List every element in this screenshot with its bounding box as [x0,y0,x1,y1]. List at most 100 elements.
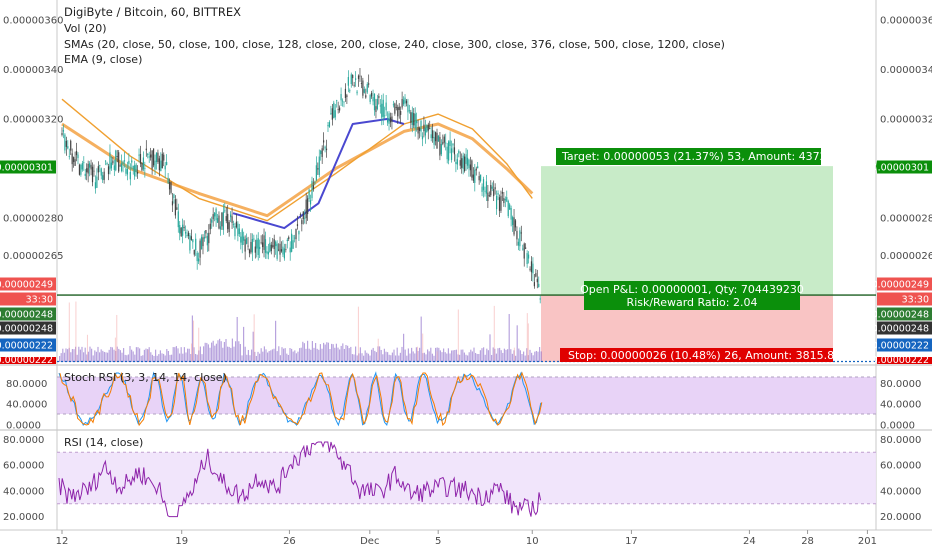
candle-body [161,153,163,169]
volume-bar [433,355,435,362]
volume-bar [137,347,139,362]
volume-bar [241,355,243,362]
rsi-panel[interactable] [57,441,876,518]
candle-body [96,176,98,188]
volume-bar [219,338,221,362]
volume-bar [481,348,483,362]
volume-bar [223,341,225,362]
volume-bar [281,347,283,362]
volume-bar [455,349,457,362]
candle-body [141,162,143,171]
candle-body [65,140,67,147]
candle-body [214,212,216,217]
volume-bar [73,349,75,362]
candle-body [148,156,150,158]
volume-bar [147,349,149,362]
target-zone[interactable] [541,166,833,296]
candle-body [397,107,399,117]
candle-body [158,158,160,171]
candle-body [103,171,105,180]
symbol-title[interactable]: DigiByte / Bitcoin, 60, BITTREX [64,5,241,19]
price-tag [877,357,932,364]
volume-bar [247,349,249,362]
volume-bar [387,352,389,362]
volume-bar [327,342,329,362]
candle-body [384,115,386,117]
candle-body [110,162,113,169]
volume-bar [379,346,381,362]
volume-bar [70,352,72,362]
candle-body [166,162,168,166]
price-axis-left[interactable]: 0.00000360 0.00000340 0.00000320 0.00000280… [3,15,63,523]
candle-body [240,236,242,243]
rsi-tick-label: 60.0000 [3,461,44,472]
volume-bar [271,349,273,362]
volume-bar [515,355,517,362]
candle-body [302,211,304,220]
candle-body [430,134,432,139]
volume-bar [270,350,272,362]
volume-bar [460,349,462,362]
stop-box[interactable]: Stop: 0.00000026 (10.48%) 26, Amount: 38… [560,348,841,362]
candle-body [318,156,320,175]
candle-body [433,136,435,145]
price-axis-right[interactable]: 0.00000360 0.00000340 0.00000320 0.00000280… [880,15,932,523]
candle-body [511,217,514,225]
price-tick-label: 0.00000280 [880,214,932,225]
candle-body [80,164,82,175]
volume-bar [212,340,214,362]
time-tick-label: 201 [858,536,877,547]
volume-bar [179,353,181,362]
stoch-rsi-label[interactable]: Stoch RSI (3, 3, 14, 14, close) [64,371,227,384]
legend-smas[interactable]: SMAs (20, close, 50, close, 100, close, … [64,38,725,51]
volume-bar [505,349,507,362]
rsi-label[interactable]: RSI (14, close) [64,436,143,449]
volume-bar [180,347,182,362]
legend-vol[interactable]: Vol (20) [64,22,107,35]
candle-body [285,249,287,251]
volume-bar [65,348,67,362]
volume-bar [409,353,411,362]
candle-body [269,242,271,253]
candle-body [437,135,440,142]
candle-body [270,244,272,252]
price-tag [877,160,932,174]
pnl-box[interactable]: Open P&L: 0.00000001, Qty: 704439230 Ris… [580,281,804,310]
candle-body [525,247,527,249]
volume-bar [71,349,73,362]
volume-bar [519,350,521,362]
target-box[interactable]: Target: 0.00000053 (21.37%) 53, Amount: … [556,148,844,165]
volume-bar [94,350,96,362]
volume-bar [81,346,83,362]
volume-bar [99,352,101,362]
candle-body [373,93,376,111]
volume-bar [187,348,189,362]
volume-bar [132,351,134,362]
price-tag-label: 0.00000222 [872,341,929,352]
volume-bar [260,348,262,362]
time-axis[interactable]: 12 19 26 Dec 5 10 17 24 28 201 [56,530,877,547]
candle-body [272,245,274,247]
volume-bar [292,351,294,362]
candle-body [500,195,502,211]
candle-body [266,251,268,254]
candle-body [340,94,342,101]
price-tag-label: 0.00000222 [0,355,53,366]
candle-body [89,163,91,168]
candle-body [84,173,86,176]
stoch-rsi-panel[interactable] [57,371,876,427]
legend-ema[interactable]: EMA (9, close) [64,53,142,66]
volume-bar [356,355,358,362]
target-marker [876,160,877,173]
time-tick-label: 24 [743,536,756,547]
rsi-tick-label: 20.0000 [880,512,921,523]
volume-bar [451,350,453,362]
candle-body [535,273,537,277]
candle-body [402,99,405,105]
candle-body [407,104,409,113]
volume-bar [252,331,254,362]
volume-bar [350,346,352,362]
volume-bar [244,346,246,362]
